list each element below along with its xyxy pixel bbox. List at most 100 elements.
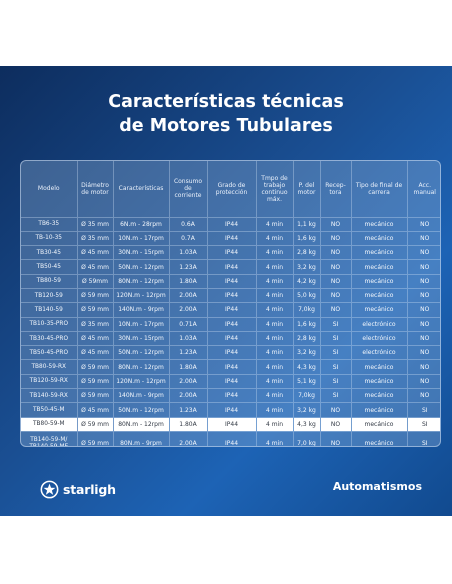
table-cell: 5,0 kg bbox=[293, 287, 321, 303]
table-cell: 4 min bbox=[256, 402, 294, 418]
table-cell: 4 min bbox=[256, 273, 294, 289]
table-cell: TB120-59 bbox=[21, 287, 78, 303]
table-cell: IP44 bbox=[207, 373, 257, 389]
table-cell: IP44 bbox=[207, 302, 257, 318]
table-cell: NO bbox=[407, 287, 440, 303]
table-cell: 4,3 kg bbox=[293, 359, 321, 375]
table-cell: 2,8 kg bbox=[293, 245, 321, 260]
header-cell: Diámetro de motor bbox=[77, 161, 114, 217]
table-cell: 2.00A bbox=[169, 373, 208, 389]
table-cell: mecánico bbox=[351, 273, 408, 289]
table-cell: Ø 45 mm bbox=[77, 402, 114, 418]
table-cell: NO bbox=[407, 359, 440, 375]
table-cell: mecánico bbox=[351, 287, 408, 303]
table-cell: NO bbox=[407, 330, 440, 346]
table-cell: NO bbox=[320, 216, 352, 232]
table-cell: 2,8 kg bbox=[293, 330, 321, 346]
table-cell: 1.03A bbox=[169, 330, 208, 346]
table-cell: NO bbox=[320, 416, 352, 432]
table-cell: 80N.m - 12rpm bbox=[113, 359, 170, 375]
table-cell: mecánico bbox=[351, 388, 408, 403]
table-cell: 1.23A bbox=[169, 402, 208, 418]
table-cell: TB80-59-M bbox=[21, 416, 78, 432]
table-cell: IP44 bbox=[207, 430, 257, 446]
table-cell: Ø 59 mm bbox=[77, 388, 114, 403]
table-cell: NO bbox=[320, 273, 352, 289]
spec-table: Modelo Diámetro de motor Características… bbox=[21, 161, 440, 446]
table-row: TB140-59-RX Ø 59 mm 140N.m - 9rpm 2.00A IP44… bbox=[21, 388, 440, 403]
header-cell: Tmpo de trabajo continuo máx. bbox=[256, 161, 294, 217]
table-cell: TB6-35 bbox=[21, 216, 78, 232]
table-row: TB50-45-PRO Ø 45 mm 50N.m - 12rpm 1.23A IP44… bbox=[21, 345, 440, 360]
table-cell: 4 min bbox=[256, 216, 294, 232]
table-cell: mecánico bbox=[351, 373, 408, 389]
table-row: TB50-45-M Ø 45 mm 50N.m - 12rpm 1.23A IP44 4 … bbox=[21, 402, 440, 418]
table-cell: IP44 bbox=[207, 345, 257, 360]
table-cell: TB80-59-RX bbox=[21, 359, 78, 375]
spec-banner: Características técnicas de Motores Tubu… bbox=[0, 66, 452, 516]
table-cell: 80N.m - 12rpm bbox=[113, 416, 170, 432]
title-line-2: de Motores Tubulares bbox=[119, 116, 333, 136]
table-cell: SI bbox=[320, 316, 352, 332]
table-cell: mecánico bbox=[351, 416, 408, 432]
table-cell: 4 min bbox=[256, 230, 294, 246]
table-row: TB6-35 Ø 35 mm 6N.m - 28rpm 0.6A IP44 4 min 1,… bbox=[21, 216, 440, 232]
table-cell: TB120-59-RX bbox=[21, 373, 78, 389]
table-cell: 4 min bbox=[256, 388, 294, 403]
table-cell: TB140-59 bbox=[21, 302, 78, 318]
header-cell: Acc. manual bbox=[413, 181, 436, 196]
table-row: TB140-59 Ø 59 mm 140N.m - 9rpm 2.00A IP44 4 m… bbox=[21, 302, 440, 318]
table-cell: Ø 59 mm bbox=[77, 302, 114, 318]
spec-table-container: Modelo Diámetro de motor Características… bbox=[20, 160, 441, 447]
table-cell: NO bbox=[407, 316, 440, 332]
table-cell: 3,2 kg bbox=[293, 259, 321, 275]
table-row: TB80-59 Ø 59mm 80N.m - 12rpm 1.80A IP44 4 min… bbox=[21, 273, 440, 289]
table-cell: NO bbox=[407, 216, 440, 232]
table-cell: IP44 bbox=[207, 259, 257, 275]
table-cell: TB-10-35 bbox=[21, 230, 78, 246]
table-cell: 0.7A bbox=[169, 230, 208, 246]
table-cell: mecánico bbox=[351, 245, 408, 260]
table-cell: 140N.m - 9rpm bbox=[113, 388, 170, 403]
table-cell: Ø 59 mm bbox=[77, 373, 114, 389]
table-cell: NO bbox=[320, 259, 352, 275]
star-logo-icon bbox=[40, 480, 59, 498]
table-cell: mecánico bbox=[351, 216, 408, 232]
table-cell: TB140-59-M/ TB140-59-ME bbox=[21, 430, 78, 446]
table-cell: 4 min bbox=[256, 259, 294, 275]
table-cell: 1,6 kg bbox=[293, 316, 321, 332]
table-cell: Ø 45 mm bbox=[77, 259, 114, 275]
table-cell: IP44 bbox=[207, 388, 257, 403]
table-cell: 10N.m - 17rpm bbox=[113, 316, 170, 332]
table-cell: TB50-45-PRO bbox=[21, 345, 78, 360]
table-cell: 4 min bbox=[256, 373, 294, 389]
table-cell: NO bbox=[320, 287, 352, 303]
table-cell: 30N.m - 15rpm bbox=[113, 245, 170, 260]
table-cell: SI bbox=[407, 402, 440, 418]
table-cell: 1.80A bbox=[169, 416, 208, 432]
table-cell: NO bbox=[407, 230, 440, 246]
header-cell: Características bbox=[113, 161, 170, 217]
table-cell: mecánico bbox=[351, 259, 408, 275]
table-cell: 2.00A bbox=[169, 302, 208, 318]
header-cell: Consumo de corriente bbox=[169, 161, 208, 217]
table-cell: 1.80A bbox=[169, 359, 208, 375]
table-cell: Ø 45 mm bbox=[77, 345, 114, 360]
table-cell: 7,0kg bbox=[293, 302, 321, 318]
table-cell: 4 min bbox=[256, 245, 294, 260]
table-cell: mecánico bbox=[351, 302, 408, 318]
tagline: Automatismos bbox=[332, 480, 422, 493]
table-row: TB50-45 Ø 45 mm 50N.m - 12rpm 1.23A IP44 4 mi… bbox=[21, 259, 440, 275]
table-cell: IP44 bbox=[207, 316, 257, 332]
header-cell: Tipo de final de carrera bbox=[351, 161, 408, 217]
table-cell: SI bbox=[407, 430, 440, 446]
brand-name: starligh bbox=[63, 481, 116, 497]
table-cell: 7,0kg bbox=[293, 388, 321, 403]
table-cell: SI bbox=[320, 345, 352, 360]
table-cell: 4 min bbox=[256, 430, 294, 446]
table-cell: 6N.m - 28rpm bbox=[113, 216, 170, 232]
table-cell: 80N.m - 9rpm bbox=[113, 430, 170, 446]
page-title: Características técnicas de Motores Tubu… bbox=[0, 90, 452, 138]
table-cell: 4 min bbox=[256, 416, 294, 432]
table-cell: NO bbox=[407, 373, 440, 389]
